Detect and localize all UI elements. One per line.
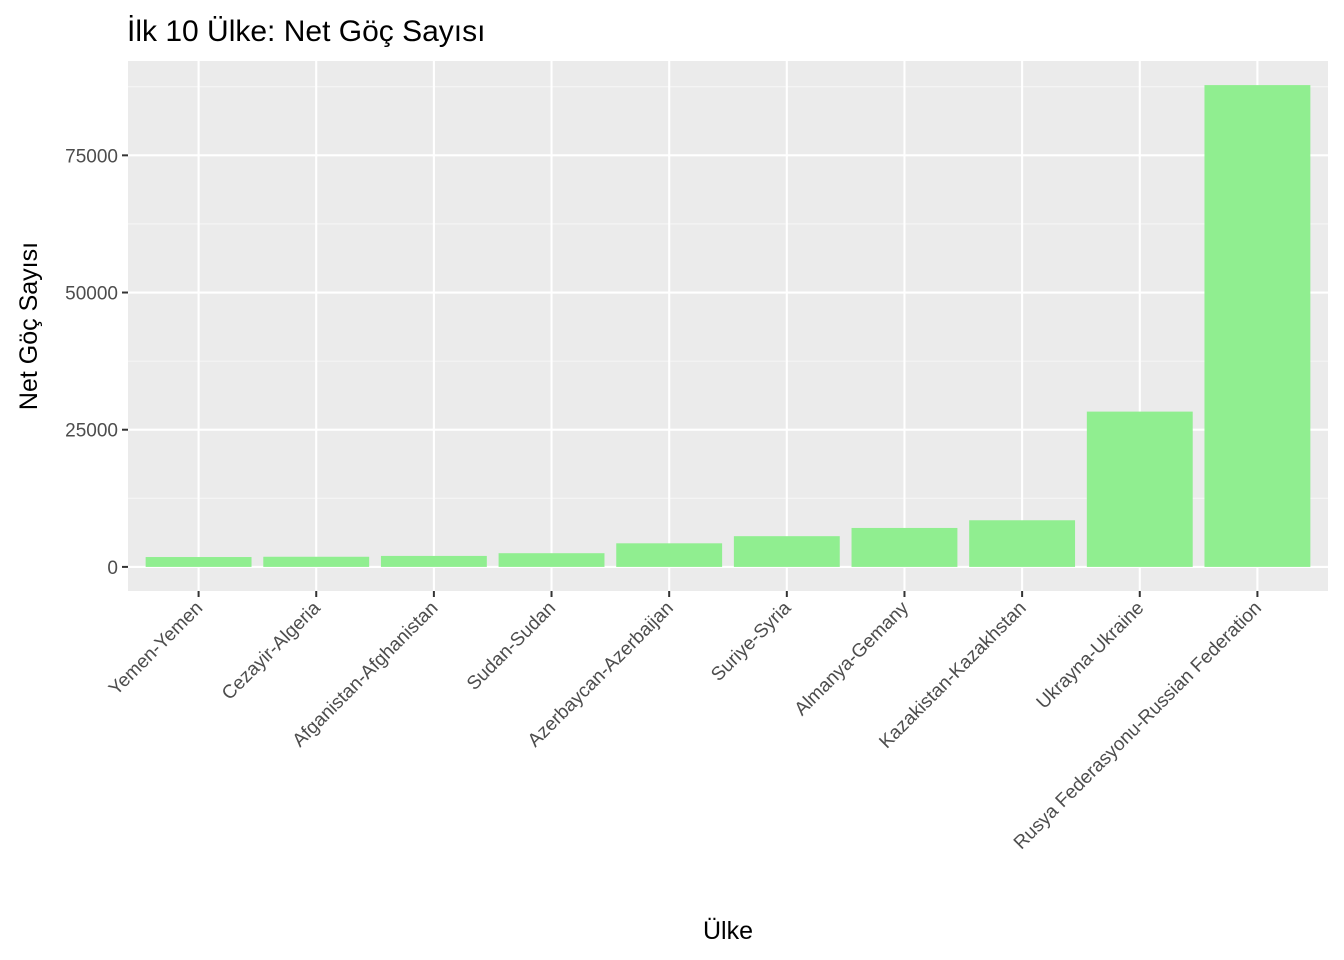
y-tick-label: 50000 [65,284,118,305]
bar [733,536,840,567]
y-tick-label: 75000 [65,146,118,167]
x-tick-label: Yemen-Yemen [105,598,207,700]
y-tick-label: 25000 [65,421,118,442]
x-tick-label: Rusya Federasyonu-Russian Federation [1010,598,1266,854]
bar [380,555,487,567]
x-tick-label: Suriye-Syria [707,597,795,685]
chart-title: İlk 10 Ülke: Net Göç Sayısı [127,15,485,48]
y-axis: 0 25000 50000 75000 [65,146,128,579]
x-tick-label: Cezayir-Algeria [218,597,325,704]
x-tick-label: Sudan-Sudan [463,598,560,695]
major-gridlines [128,61,1328,591]
x-tick-label: Ukrayna-Ukraine [1033,598,1149,714]
bars [145,85,1311,567]
bar [498,553,605,567]
bar [1204,85,1311,567]
y-axis-title: Net Göç Sayısı [15,242,43,410]
bar [969,520,1076,567]
bar [145,557,252,567]
bar [851,527,958,567]
bar [616,543,723,567]
bar [263,556,370,567]
x-tick-label: Almanya-Gemany [791,597,914,720]
x-axis-title: Ülke [703,917,753,945]
bar [1086,411,1193,567]
y-tick-label: 0 [107,558,118,579]
x-axis: Yemen-Yemen Cezayir-AlgeriaAfganistan-Afg… [105,591,1266,854]
